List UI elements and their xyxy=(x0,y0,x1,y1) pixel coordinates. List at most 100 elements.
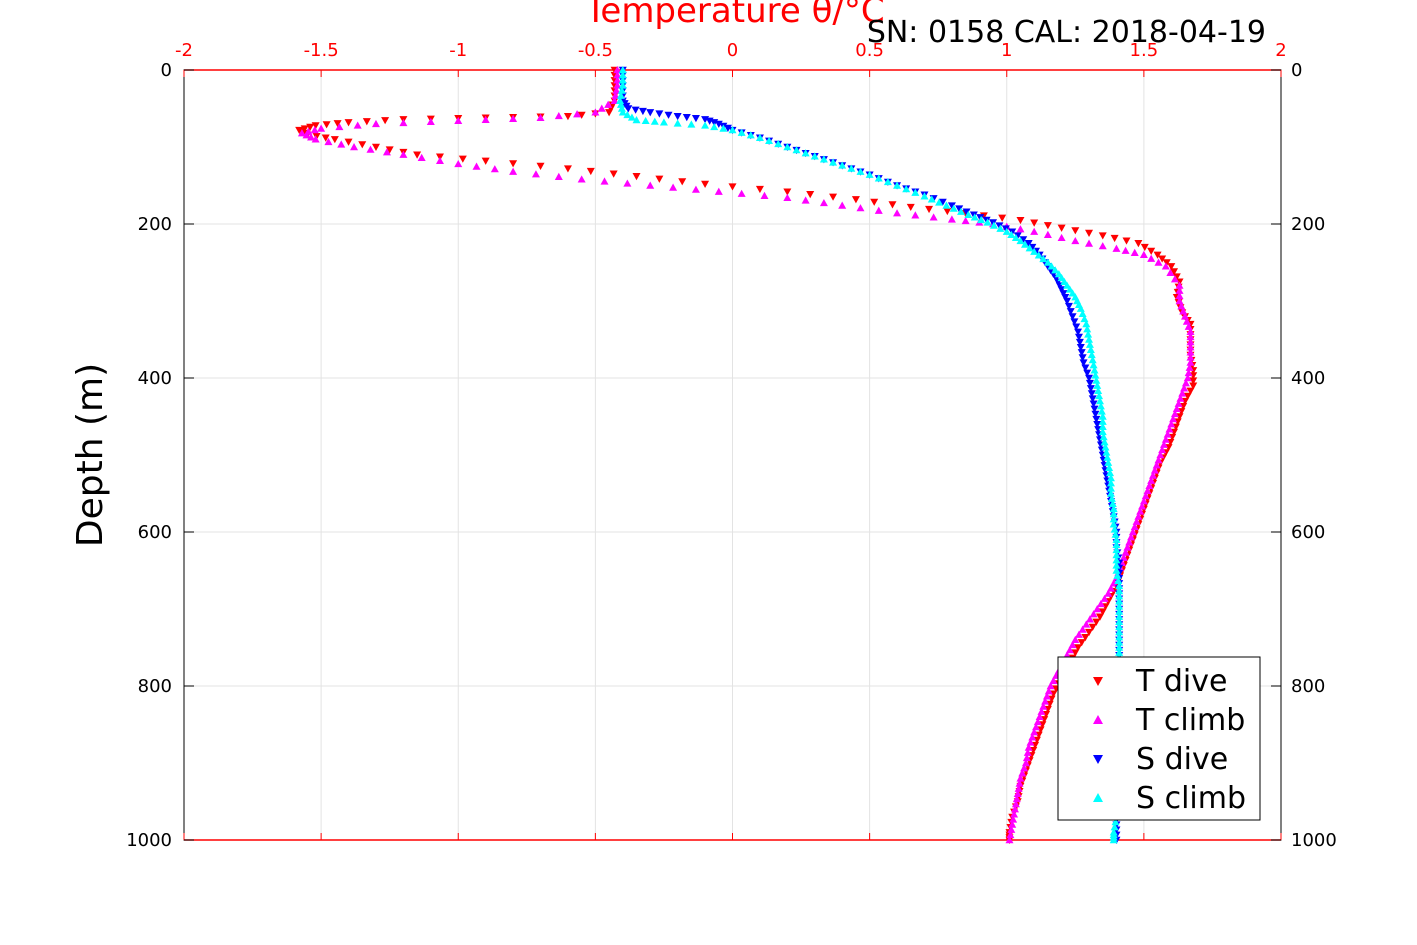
data-point xyxy=(719,124,728,132)
data-point xyxy=(737,189,746,197)
data-point xyxy=(1100,438,1109,446)
data-point xyxy=(1090,366,1099,374)
data-point xyxy=(1077,639,1086,647)
data-point xyxy=(655,110,664,118)
data-point xyxy=(454,116,463,125)
legend-entry: S climb xyxy=(1136,781,1246,816)
data-point xyxy=(613,81,622,89)
data-point xyxy=(330,136,339,144)
data-point xyxy=(344,119,353,127)
data-point xyxy=(783,143,792,151)
data-point xyxy=(1186,387,1195,395)
data-point xyxy=(962,208,971,216)
data-point xyxy=(760,191,769,199)
data-point xyxy=(874,206,883,214)
data-point xyxy=(977,215,986,224)
data-point xyxy=(1088,356,1097,364)
data-point xyxy=(1012,794,1021,803)
data-point xyxy=(1011,233,1020,242)
data-point xyxy=(1081,634,1090,642)
data-point xyxy=(1042,692,1051,700)
data-point xyxy=(1115,648,1124,656)
data-point xyxy=(1100,594,1109,602)
data-point xyxy=(1095,613,1104,621)
y-tick-label-right: 200 xyxy=(1291,214,1325,235)
data-point xyxy=(333,120,342,128)
data-point xyxy=(1149,471,1158,479)
data-point xyxy=(311,135,320,143)
data-point xyxy=(996,224,1005,232)
data-point xyxy=(1143,486,1152,495)
data-point xyxy=(1098,232,1107,240)
y-tick-label-right: 1000 xyxy=(1291,830,1337,851)
data-point xyxy=(806,191,815,199)
data-point xyxy=(801,196,810,204)
data-point xyxy=(1064,302,1073,311)
data-point xyxy=(998,214,1007,222)
data-point xyxy=(1032,723,1041,731)
data-point xyxy=(1109,510,1118,518)
data-point xyxy=(970,213,979,221)
data-point xyxy=(1170,409,1179,418)
data-point xyxy=(1018,769,1027,777)
data-point xyxy=(1085,335,1094,343)
data-point xyxy=(1112,545,1121,554)
data-point xyxy=(1083,325,1092,333)
data-point xyxy=(1104,589,1113,597)
x-tick-label: -2 xyxy=(175,40,193,61)
data-point xyxy=(1115,581,1124,590)
data-point xyxy=(1057,233,1066,242)
x-tick-label: -0.5 xyxy=(578,40,613,61)
x-ticks: -2 -1.5 -1 -0.5 0 0.5 1 1.5 2 xyxy=(175,40,1287,840)
data-point xyxy=(1007,825,1016,833)
data-point xyxy=(1101,443,1110,451)
data-point xyxy=(1103,453,1112,461)
data-point xyxy=(1110,234,1119,243)
data-point xyxy=(1041,697,1050,705)
data-point xyxy=(856,167,865,175)
data-point xyxy=(1085,239,1094,247)
data-point xyxy=(1013,232,1022,240)
calibration-annotation: SN: 0158 CAL: 2018-04-19 xyxy=(867,15,1266,50)
data-point xyxy=(618,76,627,84)
data-point xyxy=(616,100,625,108)
data-point xyxy=(1115,638,1124,646)
data-point xyxy=(906,203,915,212)
data-point xyxy=(509,160,518,168)
data-point xyxy=(1128,528,1137,536)
data-point xyxy=(1072,323,1081,331)
data-point xyxy=(1159,440,1168,448)
data-point xyxy=(1016,774,1025,782)
x-tick-label: 0.5 xyxy=(855,40,884,61)
data-point xyxy=(591,108,600,116)
data-point xyxy=(1130,248,1139,256)
data-point xyxy=(746,131,755,139)
data-point xyxy=(911,188,920,196)
data-point xyxy=(1175,297,1184,305)
data-point xyxy=(1007,230,1016,238)
data-point xyxy=(1150,466,1159,474)
data-point xyxy=(509,114,518,122)
data-point xyxy=(1178,389,1187,397)
data-point xyxy=(1065,646,1074,654)
data-point xyxy=(838,201,847,209)
data-point xyxy=(1125,538,1134,546)
data-point xyxy=(1033,717,1042,726)
data-point xyxy=(1112,561,1121,569)
legend-entry: S dive xyxy=(1136,742,1228,777)
data-point xyxy=(481,157,490,165)
data-point xyxy=(655,175,664,183)
data-point xyxy=(714,120,723,128)
data-point xyxy=(362,118,371,126)
data-point xyxy=(1086,385,1095,393)
data-point xyxy=(1170,275,1179,283)
data-point xyxy=(1106,468,1115,477)
data-point xyxy=(1074,328,1083,336)
data-point xyxy=(613,76,622,84)
y-tick-label-right: 400 xyxy=(1291,368,1325,389)
data-point xyxy=(1186,358,1195,366)
data-point xyxy=(297,129,306,137)
data-point xyxy=(646,181,655,189)
data-point xyxy=(1071,236,1080,245)
